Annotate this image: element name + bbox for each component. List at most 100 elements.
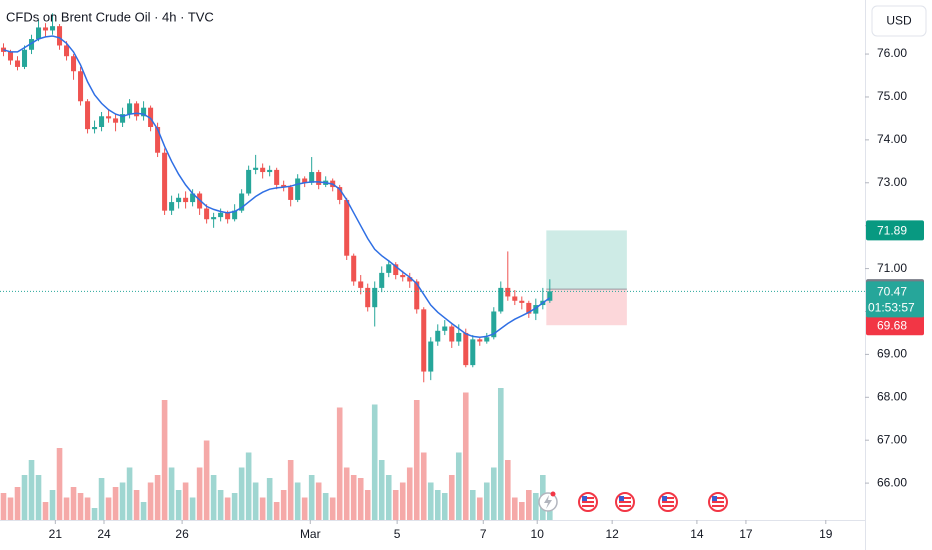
countdown-label: 01:53:57 [868,300,915,314]
y-tick-label: 75.00 [877,89,907,103]
candle-body [113,118,119,123]
candle-body [442,326,448,331]
candle-body [85,101,91,130]
volume-bar [406,467,413,520]
candle-body [386,264,392,273]
volume-bar [483,482,490,520]
y-tick-label: 74.00 [877,132,907,146]
volume-bar [77,493,84,520]
volume-bar [14,487,21,520]
x-tick-label: 7 [480,527,487,541]
volume-bar [28,460,35,520]
volume-bar [63,497,70,520]
volume-bar [413,400,420,520]
volume-bar [497,388,504,520]
candle-body [183,197,189,203]
volume-bar [7,497,14,520]
candle-body [21,49,28,67]
volume-bar [161,400,168,520]
candle-body [0,47,7,52]
target-badge-label: 71.89 [877,224,907,238]
volume-bar [308,475,315,520]
currency-button[interactable] [871,5,927,37]
x-tick-label: 10 [531,527,545,541]
last-price-badge [866,281,924,318]
last-price-label: 70.47 [877,284,907,298]
candle-body [211,217,217,220]
candle-body [456,332,462,342]
flag-icon[interactable] [658,492,678,512]
candle-body [526,302,532,314]
candle-body [134,103,140,117]
candle-body [57,26,63,46]
x-tick-label: 17 [739,527,753,541]
volume-bar [329,497,336,520]
volume-bar [126,467,133,520]
volume-bar [455,452,462,520]
x-tick-label: 21 [49,527,63,541]
candle-body [92,126,98,130]
candle-body [379,272,385,288]
volume-bar [434,490,441,520]
currency-label[interactable]: USD [886,14,912,28]
candle-body [267,169,273,173]
candle-body [239,193,245,211]
x-tick-label: 24 [97,527,111,541]
candle-body [274,169,280,185]
candle-body [71,56,77,72]
candle-body [358,281,364,288]
volume-bar [56,448,63,520]
volume-bar [42,502,49,520]
candle-body [463,332,469,366]
candle-body [281,184,287,188]
x-tick-label: 5 [394,527,401,541]
candle-body [246,169,252,194]
candle-body [7,51,14,61]
volume-bar [350,475,357,520]
candle-body [36,27,42,40]
flag-icon[interactable] [708,492,728,512]
x-tick-label: 19 [819,527,833,541]
flag-icon[interactable] [615,492,635,512]
candle-body [169,202,175,211]
candle-body [519,300,525,303]
candle-body [78,71,84,102]
candle-body [288,187,294,200]
volume-bar [280,490,287,520]
candle-body [43,27,49,31]
candle-body [197,193,203,209]
volume-bar [21,475,28,520]
candle-body [407,277,413,282]
candle-body [505,287,511,297]
volume-bar [182,482,189,520]
candle-body [435,330,441,342]
candle-body [512,296,518,301]
volume-bar [224,497,231,520]
event-icon-bolt [544,495,552,509]
volume-bar [526,490,532,520]
volume-bar [469,490,476,520]
volume-bar [119,482,126,520]
candle-body [547,291,553,301]
volume-bar [112,487,119,520]
flag-icon[interactable] [578,492,598,512]
volume-bar [294,482,301,520]
candle-body [316,172,322,185]
volume-bar [238,467,245,520]
candle-body [491,311,497,338]
candle-body [225,212,231,220]
volume-bar [357,478,364,520]
candle-body [106,116,112,119]
candle-body [393,264,399,276]
stop-badge-label: 69.68 [877,318,907,332]
position-target-zone [546,230,627,290]
volume-bar [504,460,511,520]
volume-bar [378,460,385,520]
volume-bar [189,497,196,520]
candle-body [533,305,539,314]
event-icons [538,491,728,512]
volume-bar [266,478,273,520]
volume-bar [98,478,105,520]
candle-body [120,114,126,123]
candle-body [498,287,504,312]
